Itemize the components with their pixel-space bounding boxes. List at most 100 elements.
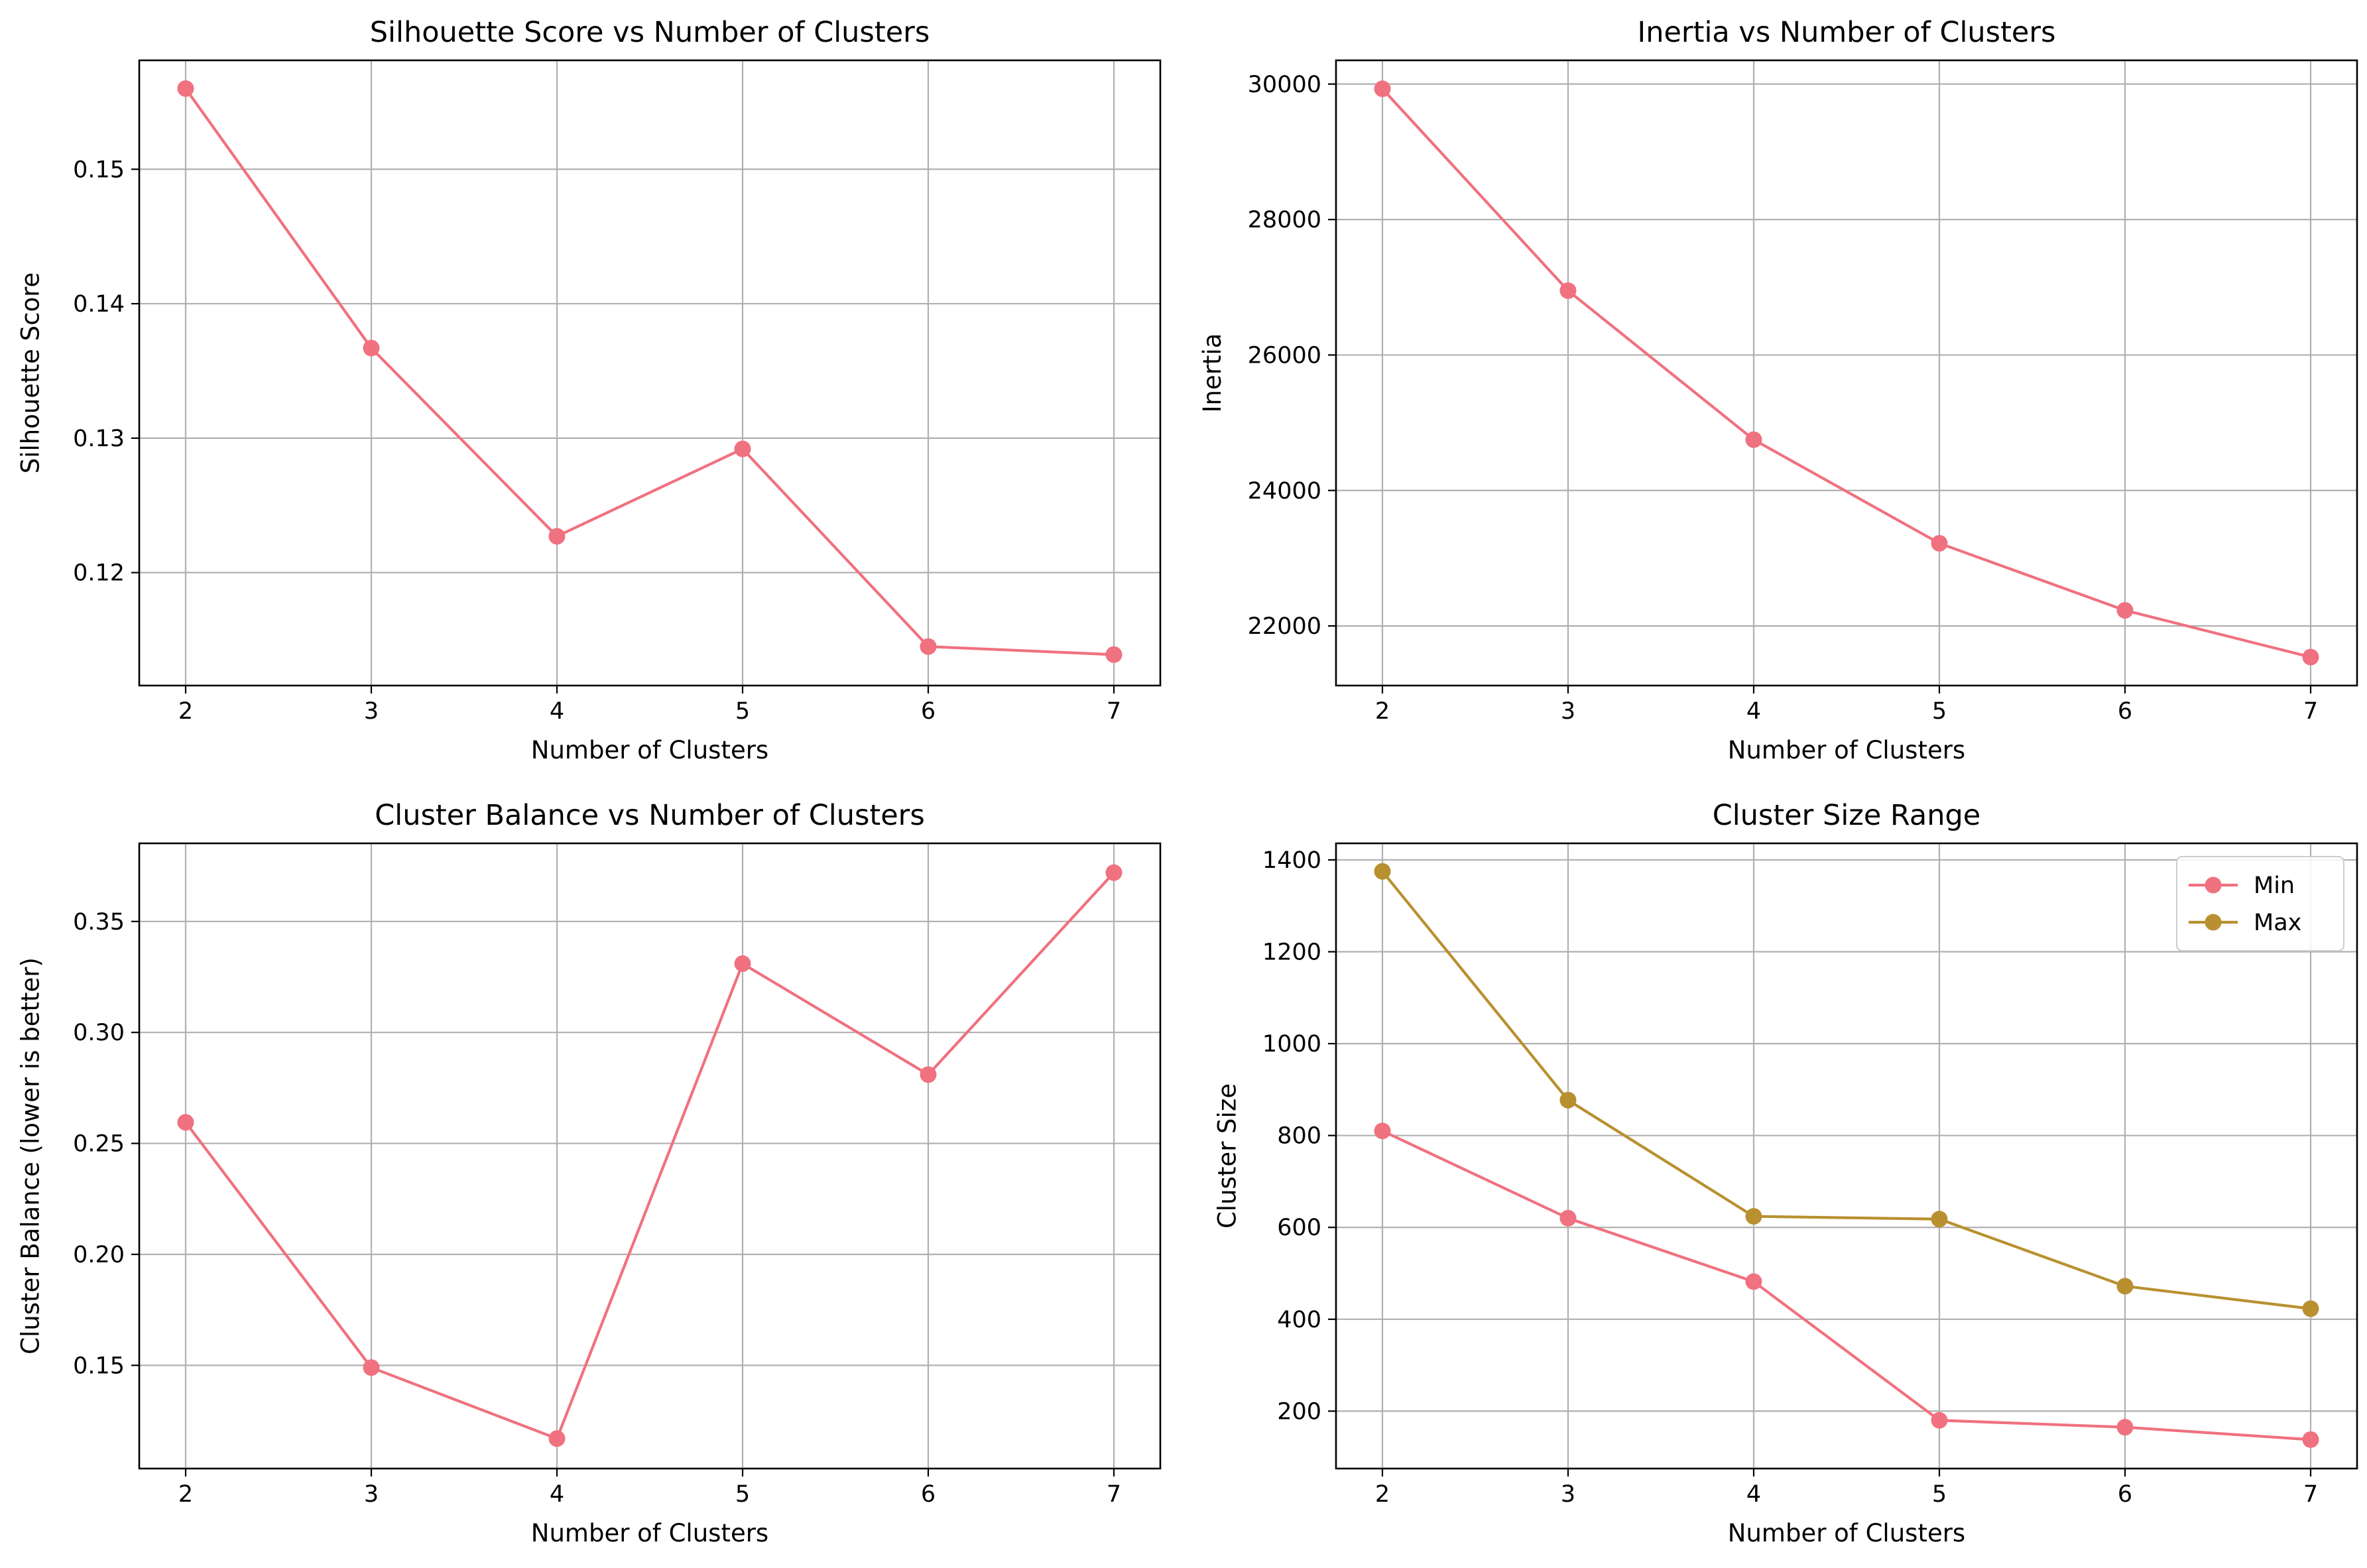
x-tick-label: 7	[2303, 1481, 2318, 1508]
y-tick-label: 0.12	[73, 560, 125, 587]
data-point	[2116, 1278, 2134, 1295]
data-point	[2116, 1419, 2134, 1436]
y-tick-label: 800	[1277, 1123, 1321, 1150]
data-point	[1374, 863, 1391, 880]
y-tick-label: 600	[1277, 1215, 1321, 1241]
y-tick-label: 1000	[1262, 1031, 1321, 1057]
y-tick-label: 0.35	[73, 909, 125, 935]
x-tick-label: 7	[1107, 698, 1121, 725]
x-axis-label: Number of Clusters	[1728, 1519, 1965, 1547]
legend-box	[2176, 856, 2344, 951]
x-tick-label: 6	[2118, 1481, 2132, 1508]
data-point	[548, 528, 566, 545]
series-line-1	[184, 871, 1115, 1440]
axes-frame	[138, 842, 1162, 1470]
chart-panel-1: 2 3 4 5 6 7 0.12 0.13 0.14 0.15 Silhouette Score v…	[16, 16, 1162, 764]
data-point	[1745, 431, 1762, 448]
legend-label-min: Min	[2254, 873, 2295, 899]
y-tick-label: 0.25	[73, 1131, 125, 1158]
series-line-max	[1381, 870, 2311, 1310]
y-tick-label: 200	[1277, 1398, 1321, 1425]
data-point	[548, 1430, 566, 1447]
y-tick-label: 30000	[1248, 72, 1321, 98]
data-point	[1931, 1211, 1948, 1228]
data-point	[1559, 1209, 1577, 1227]
data-point	[1105, 864, 1123, 881]
y-tick-label: 24000	[1248, 478, 1321, 505]
data-point	[1559, 1091, 1577, 1109]
x-axis-label: Number of Clusters	[1728, 736, 1965, 764]
chart-panel-3: 2 3 4 5 6 7 0.15 0.20 0.25 0.30 0.35 Cluster Balanc…	[16, 799, 1162, 1547]
chart-title: Silhouette Score vs Number of Clusters	[370, 16, 930, 49]
data-point	[363, 1359, 380, 1376]
x-tick-label: 6	[921, 1481, 936, 1508]
y-tick-label: 28000	[1248, 207, 1321, 233]
y-tick-label: 0.13	[73, 426, 125, 452]
x-tick-label: 5	[1932, 1481, 1947, 1508]
x-tick-label: 3	[364, 1481, 379, 1508]
x-axis-label: Number of Clusters	[531, 1519, 768, 1547]
chart-title: Inertia vs Number of Clusters	[1638, 16, 2056, 49]
y-tick-label: 0.14	[73, 291, 125, 318]
chart-panel-2: 2 3 4 5 6 7 22000 24000 26000 28000 30000 Inertia v…	[1198, 16, 2358, 764]
data-point	[2116, 602, 2134, 619]
data-point	[1559, 282, 1577, 299]
y-tick-label: 0.30	[73, 1020, 125, 1046]
x-tick-label: 7	[2303, 698, 2318, 725]
x-axis-label: Number of Clusters	[531, 736, 768, 764]
data-point	[1374, 80, 1391, 97]
x-tick-label: 2	[178, 1481, 193, 1508]
y-tick-label: 26000	[1248, 342, 1321, 369]
y-tick-label: 1200	[1262, 939, 1321, 966]
chart-title: Cluster Size Range	[1713, 799, 1981, 832]
data-point	[1745, 1208, 1762, 1225]
series-line-1	[184, 88, 1115, 656]
data-point	[2302, 648, 2319, 666]
data-point	[2302, 1431, 2319, 1448]
x-tick-label: 6	[921, 698, 936, 725]
axes-frame	[1335, 59, 2358, 687]
data-point	[363, 339, 380, 357]
y-axis-label: Cluster Balance (lower is better)	[16, 957, 44, 1355]
x-tick-label: 2	[1375, 698, 1390, 725]
data-point	[1374, 1122, 1391, 1140]
legend-marker-max	[2205, 914, 2222, 931]
data-point	[920, 638, 937, 655]
data-point	[1745, 1273, 1762, 1290]
y-tick-label: 0.15	[73, 1353, 125, 1379]
x-tick-label: 3	[1561, 698, 1575, 725]
x-tick-label: 2	[178, 698, 193, 725]
axes-frame	[1335, 842, 2358, 1470]
series-line-1	[1381, 88, 2311, 659]
x-tick-label: 4	[1746, 698, 1761, 725]
x-tick-label: 5	[735, 698, 750, 725]
legend-label-max: Max	[2254, 910, 2301, 936]
y-tick-label: 22000	[1248, 613, 1321, 640]
y-tick-label: 400	[1277, 1307, 1321, 1333]
series-line-min	[1382, 1129, 2311, 1441]
data-point	[1931, 1412, 1948, 1429]
data-point	[2302, 1300, 2319, 1317]
y-axis-label: Inertia	[1198, 333, 1227, 413]
axes-frame	[138, 59, 1162, 687]
data-point	[734, 955, 751, 972]
chart-title: Cluster Balance vs Number of Clusters	[375, 799, 925, 832]
data-point	[1105, 646, 1123, 663]
data-point	[177, 1114, 194, 1131]
y-tick-label: 1400	[1262, 847, 1321, 874]
x-tick-label: 7	[1107, 1481, 1121, 1508]
x-tick-label: 6	[2118, 698, 2132, 725]
data-point	[734, 440, 751, 457]
legend: Min Max	[2176, 856, 2344, 951]
y-axis-label: Cluster Size	[1213, 1083, 1241, 1229]
x-tick-label: 2	[1375, 1481, 1390, 1508]
y-axis-label: Silhouette Score	[16, 272, 44, 474]
legend-marker-min	[2205, 876, 2222, 894]
x-tick-label: 3	[364, 698, 379, 725]
x-tick-label: 3	[1561, 1481, 1575, 1508]
chart-panel-4: 2 3 4 5 6 7 200 400 600 800 1000 1200 1400 Cluster Si…	[1213, 799, 2358, 1547]
x-tick-label: 4	[1746, 1481, 1761, 1508]
x-tick-label: 4	[550, 698, 564, 725]
data-point	[177, 80, 194, 97]
